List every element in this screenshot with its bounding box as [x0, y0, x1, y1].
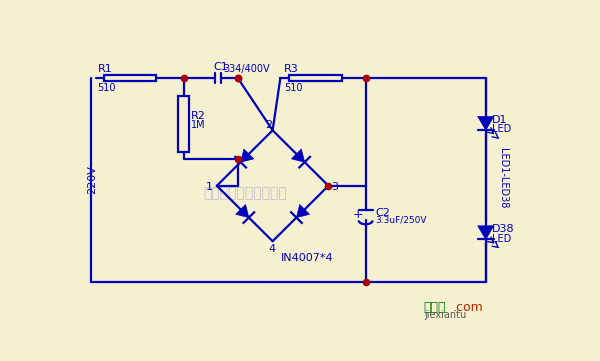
Bar [289, 74, 342, 82]
Text: LED: LED [492, 234, 511, 244]
Text: 1M: 1M [190, 120, 205, 130]
Text: jiexiantu: jiexiantu [424, 310, 466, 320]
Text: R1: R1 [97, 64, 112, 74]
Text: 510: 510 [284, 83, 303, 92]
Text: C2: C2 [375, 208, 390, 218]
Text: 3: 3 [332, 182, 338, 192]
Text: 220V: 220V [87, 165, 97, 194]
Text: +: + [352, 208, 363, 221]
Text: 1: 1 [206, 182, 213, 192]
Polygon shape [478, 117, 494, 130]
Bar [178, 96, 189, 152]
Text: 4: 4 [268, 244, 275, 254]
Text: D38: D38 [492, 224, 515, 234]
Text: R2: R2 [190, 111, 205, 121]
Text: 贵州得睿科技有限公司: 贵州得睿科技有限公司 [203, 187, 287, 200]
Text: 接线图: 接线图 [424, 301, 446, 314]
Polygon shape [478, 226, 494, 239]
Text: .com: .com [452, 301, 483, 314]
Polygon shape [236, 204, 249, 218]
Text: LED1-LED38: LED1-LED38 [498, 148, 508, 208]
Text: R3: R3 [284, 64, 299, 74]
Text: C1: C1 [214, 62, 229, 72]
Polygon shape [292, 149, 305, 162]
Text: IN4007*4: IN4007*4 [280, 253, 333, 263]
Polygon shape [296, 204, 310, 218]
Text: 2: 2 [265, 119, 272, 130]
Polygon shape [241, 149, 254, 162]
Text: D1: D1 [492, 115, 508, 125]
Text: 510: 510 [97, 83, 116, 92]
Text: LED: LED [492, 124, 511, 134]
Bar [104, 74, 156, 82]
Text: 334/400V: 334/400V [223, 64, 269, 74]
Text: 3.3uF/250V: 3.3uF/250V [375, 216, 427, 225]
